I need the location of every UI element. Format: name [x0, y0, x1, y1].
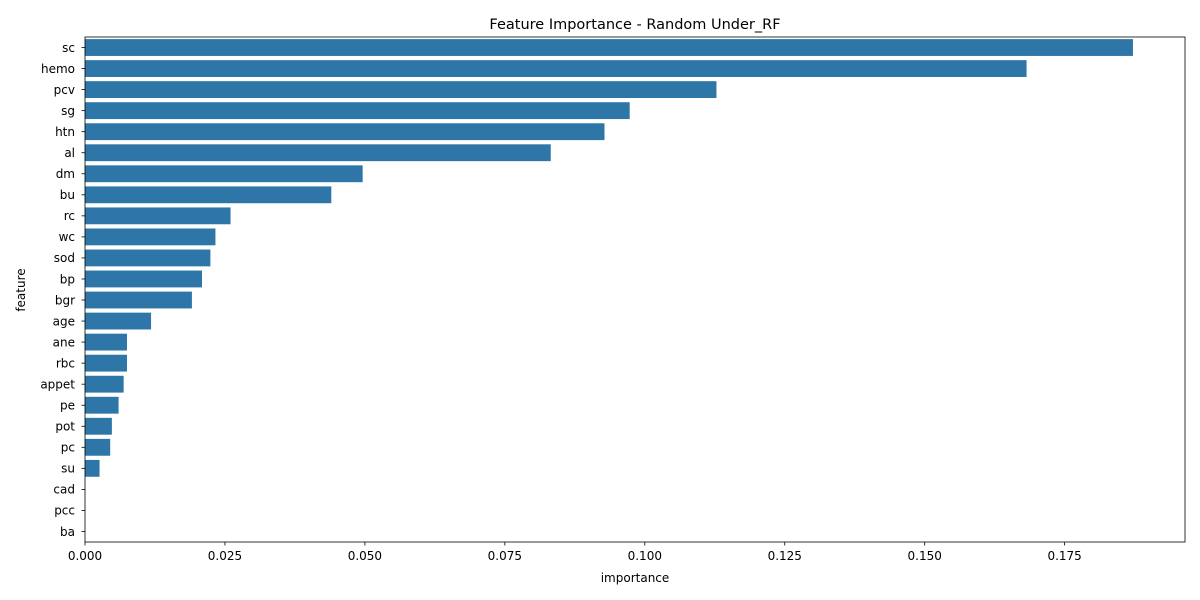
y-tick-label: sc	[62, 41, 75, 55]
y-tick-label: pot	[55, 420, 75, 434]
bar-pe	[85, 396, 119, 414]
bar-sg	[85, 102, 630, 120]
bar-bgr	[85, 291, 192, 309]
y-tick-label: htn	[55, 125, 75, 139]
bar-hemo	[85, 60, 1027, 77]
y-tick-label: pc	[61, 441, 75, 455]
y-tick-label: sg	[61, 104, 75, 118]
y-tick-label: bgr	[55, 293, 75, 307]
bar-bp	[85, 270, 202, 288]
y-tick-label: al	[64, 146, 75, 160]
y-tick-label: rc	[64, 209, 75, 223]
y-tick-label: bu	[60, 188, 75, 202]
bar-dm	[85, 165, 363, 183]
x-tick-label: 0.000	[68, 549, 102, 563]
y-tick-label: cad	[53, 483, 75, 497]
x-tick-label: 0.150	[908, 549, 942, 563]
y-tick-label: bp	[60, 272, 75, 286]
x-tick-label: 0.025	[208, 549, 242, 563]
x-tick-label: 0.050	[348, 549, 382, 563]
bar-pcv	[85, 81, 717, 99]
y-tick-label: dm	[56, 167, 75, 181]
bar-appet	[85, 375, 124, 393]
y-tick-label: pe	[60, 399, 75, 413]
chart-title: Feature Importance - Random Under_RF	[489, 17, 780, 33]
y-tick-label: appet	[40, 377, 75, 391]
x-tick-label: 0.075	[488, 549, 522, 563]
bar-rbc	[85, 354, 127, 372]
y-tick-label: wc	[59, 230, 75, 244]
y-tick-label: rbc	[56, 356, 75, 370]
plot-frame	[84, 36, 1186, 543]
bar-pc	[85, 438, 111, 456]
y-tick-label: pcv	[54, 83, 75, 97]
y-tick-label: pcc	[54, 504, 75, 518]
y-tick-label: age	[53, 314, 75, 328]
x-tick-label: 0.175	[1047, 549, 1081, 563]
bar-sc	[85, 39, 1133, 56]
y-tick-label: hemo	[41, 62, 75, 76]
bar-ane	[85, 333, 127, 351]
bar-sod	[85, 249, 211, 267]
bar-rc	[85, 207, 231, 225]
y-axis-ticks: sc hemo pcv sg htn al dm bu rc wc sod bp bgr age ane rb…	[40, 41, 85, 539]
y-tick-label: su	[61, 462, 75, 476]
x-tick-label: 0.100	[628, 549, 662, 563]
bar-al	[85, 144, 551, 162]
y-tick-label: ane	[53, 335, 75, 349]
bar-bu	[85, 186, 332, 204]
y-axis-label: feature	[14, 268, 28, 311]
bar-su	[85, 459, 100, 477]
bar-htn	[85, 123, 605, 141]
x-axis-label: importance	[601, 571, 670, 585]
y-tick-label: ba	[60, 525, 75, 539]
bar-wc	[85, 228, 216, 246]
bar-pot	[85, 417, 112, 435]
y-tick-label: sod	[54, 251, 75, 265]
x-axis-ticks: 0.000 0.025 0.050 0.075 0.100 0.125 0.150 0.175	[68, 542, 1082, 563]
x-tick-label: 0.125	[768, 549, 802, 563]
bars-group	[85, 39, 1133, 477]
bar-age	[85, 312, 152, 330]
